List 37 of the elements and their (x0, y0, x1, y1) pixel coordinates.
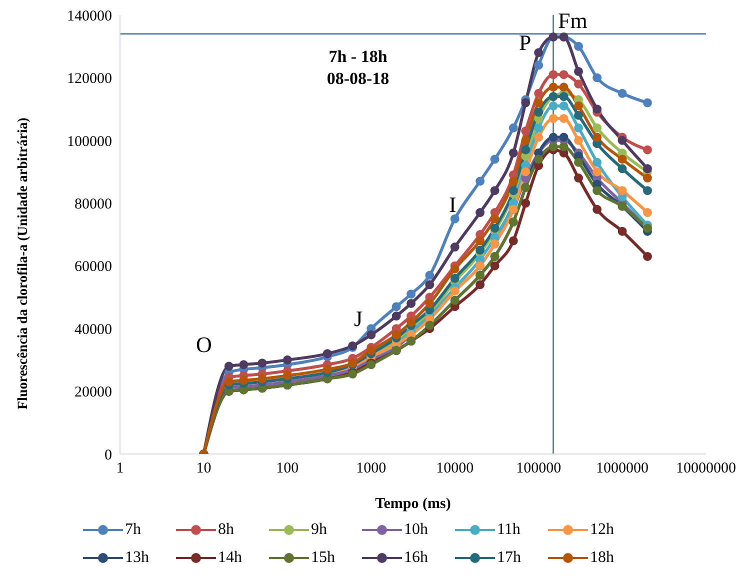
x-tick-label: 1000000 (596, 460, 649, 477)
y-tick-label: 100000 (67, 134, 112, 150)
annotation: J (354, 306, 363, 332)
legend-label: 10h (404, 521, 428, 539)
legend-label: 11h (497, 521, 520, 539)
legend-label: 9h (311, 521, 327, 539)
legend-label: 7h (125, 521, 141, 539)
text: 7h - 18h (328, 46, 388, 68)
legend-label: 8h (218, 521, 234, 539)
y-axis-title: Fluorescência da clorofila-a (Unidade arbitrária) (16, 117, 31, 410)
legend-label: 12h (590, 521, 614, 539)
legend-label: 14h (218, 549, 242, 567)
y-tick-label: 120000 (67, 71, 112, 88)
text: 08-08-18 (326, 68, 390, 90)
annotation: I (449, 192, 456, 218)
legend-label: 16h (404, 549, 428, 567)
y-tick-label: 60000 (74, 259, 112, 276)
annotation: P (519, 30, 532, 56)
legend-label: 15h (311, 549, 335, 567)
y-tick-label: 0 (104, 447, 112, 464)
x-tick-label: 100 (276, 460, 299, 477)
x-tick-label: 100000 (516, 460, 562, 477)
legend-label: 18h (590, 549, 614, 567)
x-axis-title: Tempo (ms) (375, 496, 451, 512)
y-tick-label: 80000 (74, 196, 112, 212)
y-tick-label: 40000 (74, 322, 112, 338)
x-tick-label: 10000 (436, 460, 474, 477)
annotation: O (196, 332, 212, 358)
x-tick-label: 1000 (356, 460, 386, 477)
x-tick-label: 1 (116, 460, 124, 477)
legend-label: 17h (497, 549, 521, 567)
y-tick-label: 140000 (67, 8, 112, 24)
x-tick-label: 10 (196, 460, 212, 477)
x-tick-label: 10000000 (676, 460, 736, 477)
legend-label: 13h (125, 549, 149, 567)
annotation: Fm (558, 8, 588, 34)
y-tick-label: 20000 (74, 384, 112, 401)
